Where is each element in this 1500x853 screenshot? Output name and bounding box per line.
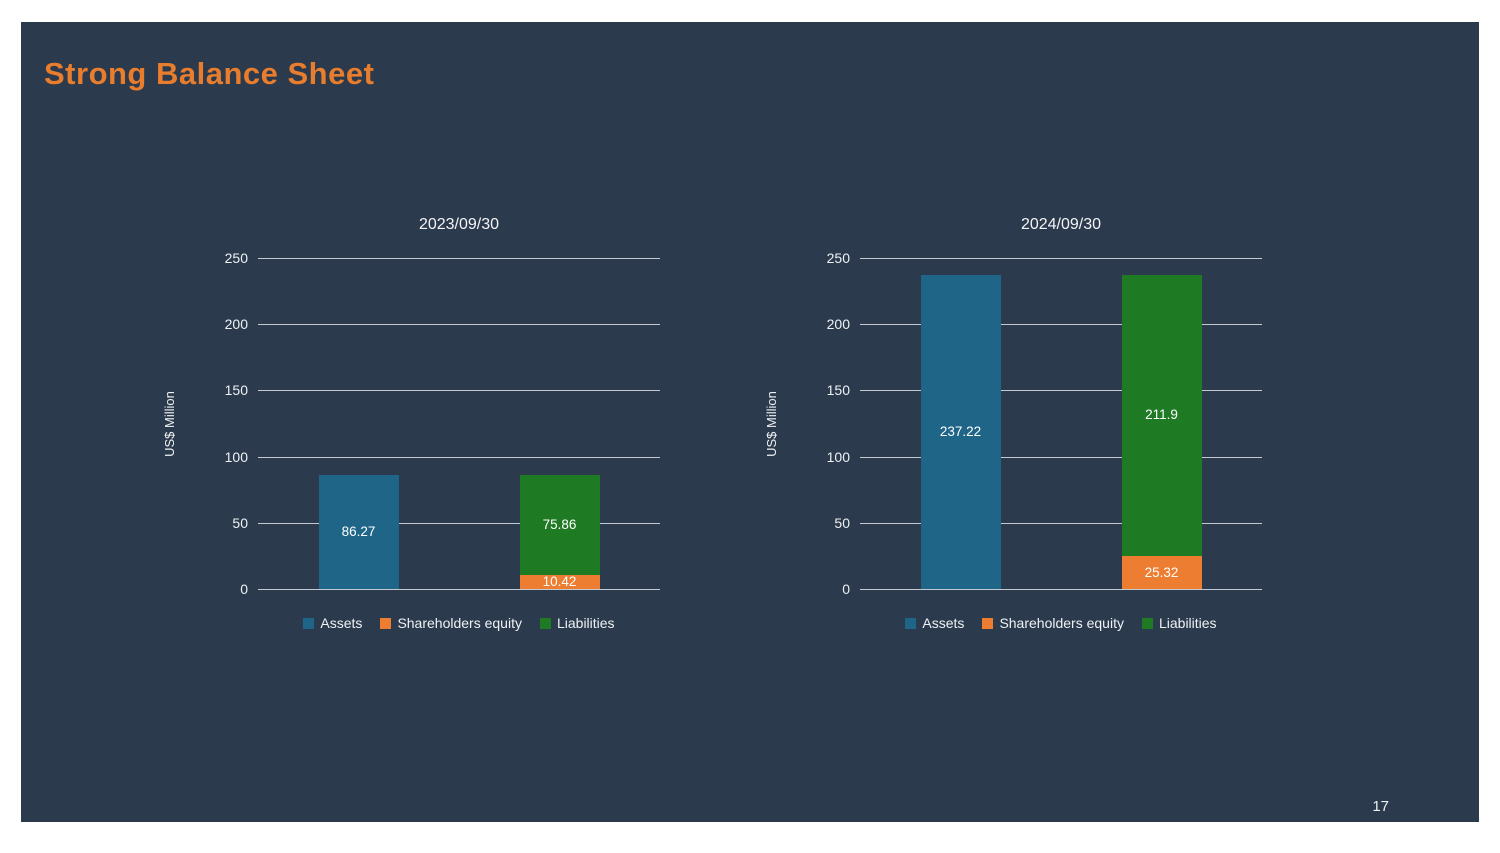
gridline [258, 589, 660, 590]
legend-swatch-assets [905, 617, 917, 629]
bar-segment-assets: 237.22 [920, 274, 1001, 589]
legend-swatch-liabilities [1141, 617, 1153, 629]
bar-value-label: 211.9 [1145, 407, 1178, 423]
y-tick-label: 0 [240, 581, 248, 597]
legend-item-assets: Assets [905, 615, 964, 631]
chart-title: 2024/09/30 [1020, 216, 1102, 233]
bar-value-label: 75.86 [542, 517, 577, 533]
gridline [860, 522, 1262, 524]
legend: Assets Shareholders equity Liabilities [860, 615, 1262, 631]
gridline [258, 258, 660, 259]
slide-title: Strong Balance Sheet [44, 56, 375, 91]
y-tick-label: 200 [224, 316, 248, 333]
legend-label: Assets [320, 615, 363, 631]
gridline [860, 258, 1262, 259]
legend-label: Liabilities [1158, 615, 1217, 631]
gridline [258, 522, 660, 524]
legend-swatch-assets [303, 617, 315, 629]
y-axis-title: US$ Million [162, 390, 177, 457]
bar-value-label: 237.22 [939, 424, 982, 440]
plot-area: US$ Million 0 50 100 150 200 250 86.27 10.42 75.8… [162, 250, 660, 597]
y-tick-label: 250 [826, 250, 850, 266]
gridline [860, 589, 1262, 590]
legend-swatch-liabilities [539, 617, 551, 629]
chart-2024-09-30: 2024/09/30 US$ Million 0 50 100 150 200 250 237.… [764, 212, 1262, 631]
y-tick-label: 50 [834, 514, 850, 531]
bar-value-label: 25.32 [1144, 564, 1179, 580]
legend-label: Shareholders equity [999, 615, 1124, 631]
bar-value-label: 10.42 [542, 574, 577, 590]
y-tick-label: 200 [826, 316, 850, 333]
gridline [258, 390, 660, 392]
gridline [860, 456, 1262, 458]
legend-item-shareholders-equity: Shareholders equity [982, 615, 1124, 631]
y-axis-title: US$ Million [764, 390, 779, 457]
legend-label: Assets [922, 615, 965, 631]
legend-label: Liabilities [556, 615, 615, 631]
bar-segment-assets: 86.27 [318, 474, 399, 589]
page-number: 17 [1372, 798, 1389, 815]
gridline [860, 324, 1262, 326]
bar-segment-liabilities: 75.86 [519, 474, 600, 576]
bar-segment-liabilities: 211.9 [1121, 274, 1202, 556]
y-tick-label: 150 [224, 382, 248, 399]
plot-area: US$ Million 0 50 100 150 200 250 237.22 25.32 211… [764, 250, 1262, 597]
legend: Assets Shareholders equity Liabilities [258, 615, 660, 631]
legend-item-assets: Assets [303, 615, 362, 631]
legend-item-liabilities: Liabilities [1141, 615, 1217, 631]
y-tick-label: 100 [224, 448, 248, 465]
y-tick-label: 100 [826, 448, 850, 465]
y-tick-label: 250 [224, 250, 248, 266]
chart-2023-09-30: 2023/09/30 US$ Million 0 50 100 150 200 250 86.2… [162, 212, 660, 631]
legend-label: Shareholders equity [397, 615, 522, 631]
legend-item-liabilities: Liabilities [539, 615, 615, 631]
legend-swatch-shareholders-equity [982, 617, 994, 629]
chart-title: 2023/09/30 [418, 216, 500, 233]
gridline [860, 390, 1262, 392]
bar-value-label: 86.27 [341, 524, 376, 540]
legend-item-shareholders-equity: Shareholders equity [380, 615, 522, 631]
y-tick-label: 150 [826, 382, 850, 399]
gridline [258, 324, 660, 326]
y-tick-label: 0 [842, 581, 850, 597]
gridline [258, 456, 660, 458]
legend-swatch-shareholders-equity [380, 617, 392, 629]
bar-segment-shareholders-equity: 25.32 [1121, 555, 1202, 589]
y-tick-label: 50 [232, 514, 248, 531]
bar-segment-shareholders-equity: 10.42 [519, 574, 600, 590]
slide: Strong Balance Sheet 2023/09/30 US$ Milli… [21, 22, 1479, 822]
